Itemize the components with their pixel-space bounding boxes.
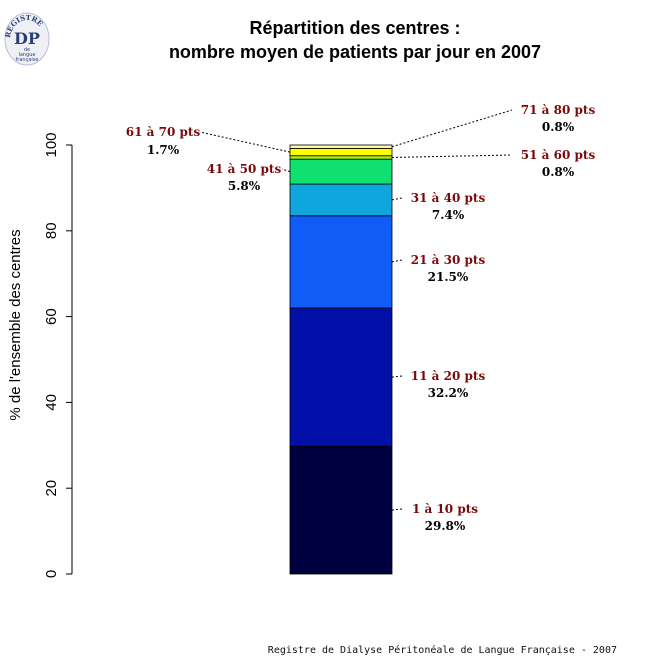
y-axis-label: % de l'ensemble des centres [7, 229, 24, 420]
bar-segment-5 [289, 158, 393, 185]
segment-name-6: 51 à 60 pts [521, 148, 596, 162]
y-tick-label: 60 [43, 308, 60, 325]
logo-sub3: française [16, 57, 39, 63]
y-tick-label: 80 [43, 222, 60, 239]
y-axis: 0 20 40 60 80 100 [43, 132, 73, 578]
segment-value-1: 29.8% [425, 519, 466, 533]
bar-segment-6 [289, 155, 393, 160]
segment-value-6: 0.8% [542, 165, 575, 179]
leader-line-4 [391, 197, 403, 201]
leader-line-2 [391, 375, 403, 378]
segment-name-3: 21 à 30 pts [411, 253, 486, 267]
segment-value-3: 21.5% [428, 270, 469, 284]
logo-sub1: de [24, 47, 30, 53]
segment-name-4: 31 à 40 pts [411, 191, 486, 205]
segment-name-1: 1 à 10 pts [412, 502, 478, 516]
registre-logo: REGISTRE DP de langue française [3, 12, 50, 66]
bar-segment-1 [289, 445, 393, 575]
logo-initials: DP [14, 29, 40, 48]
bar-segment-7 [289, 148, 393, 157]
y-tick-label: 0 [43, 570, 60, 578]
bar-segment-3 [289, 215, 393, 309]
y-tick-label: 20 [43, 480, 60, 497]
segment-value-4: 7.4% [432, 208, 465, 222]
segment-name-8: 71 à 80 pts [521, 103, 596, 117]
segment-value-7: 1.7% [147, 143, 180, 157]
segment-name-2: 11 à 20 pts [411, 369, 486, 383]
y-tick-label: 100 [43, 132, 60, 157]
segment-value-8: 0.8% [542, 120, 575, 134]
segment-value-5: 5.8% [228, 179, 261, 193]
bar-segment-8 [289, 144, 393, 149]
leader-line-1 [391, 508, 403, 511]
stacked-bar [289, 144, 393, 575]
leader-line-7 [199, 131, 291, 153]
segment-name-7: 61 à 70 pts [126, 125, 201, 139]
leader-line-8 [391, 109, 513, 148]
y-tick-label: 40 [43, 394, 60, 411]
footer-credit: Registre de Dialyse Péritonéale de Langu… [268, 644, 617, 656]
segment-value-2: 32.2% [428, 386, 469, 400]
bar-segment-2 [289, 307, 393, 447]
logo-sub2: langue [18, 52, 35, 58]
leader-line-6 [391, 154, 513, 158]
leader-line-5 [281, 168, 291, 173]
bar-segment-4 [289, 183, 393, 217]
chart-title-line1: Répartition des centres : [249, 18, 460, 38]
segment-labels: 1 à 10 pts 29.8% 11 à 20 pts 32.2% 21 à 30 p… [126, 103, 596, 533]
segment-name-5: 41 à 50 pts [207, 162, 282, 176]
chart-title-line2: nombre moyen de patients par jour en 200… [169, 42, 541, 62]
leader-line-3 [391, 259, 403, 263]
